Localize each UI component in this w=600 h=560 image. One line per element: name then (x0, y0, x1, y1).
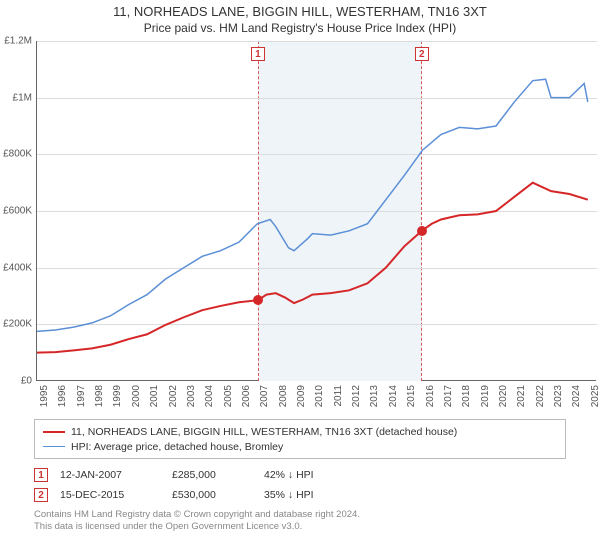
y-axis-label: £1.2M (0, 36, 32, 47)
x-axis-label: 1998 (94, 385, 105, 407)
x-axis-label: 2024 (571, 385, 582, 407)
chart-marker-box: 2 (415, 47, 429, 61)
chart-title: 11, NORHEADS LANE, BIGGIN HILL, WESTERHA… (0, 0, 600, 19)
x-axis-label: 2017 (443, 385, 454, 407)
event-date: 12-JAN-2007 (60, 469, 160, 481)
event-marker-box: 1 (34, 468, 48, 482)
y-axis-label: £200K (0, 319, 32, 330)
footer-attribution: Contains HM Land Registry data © Crown c… (34, 509, 566, 534)
x-axis-label: 2021 (516, 385, 527, 407)
x-axis-label: 2004 (204, 385, 215, 407)
chart-marker-box: 1 (251, 47, 265, 61)
x-axis-label: 1995 (39, 385, 50, 407)
x-axis-label: 2010 (314, 385, 325, 407)
y-axis-label: £600K (0, 206, 32, 217)
x-axis-label: 2015 (406, 385, 417, 407)
footer-line: Contains HM Land Registry data © Crown c… (34, 509, 566, 521)
x-axis-label: 2016 (425, 385, 436, 407)
x-axis-label: 2014 (388, 385, 399, 407)
x-axis-label: 2003 (186, 385, 197, 407)
data-point (253, 295, 263, 305)
y-axis-label: £400K (0, 262, 32, 273)
footer-line: This data is licensed under the Open Gov… (34, 521, 566, 533)
x-axis-label: 1999 (112, 385, 123, 407)
event-price: £530,000 (172, 489, 252, 501)
series-line (37, 183, 588, 353)
event-row: 2 15-DEC-2015 £530,000 35% ↓ HPI (34, 485, 566, 505)
x-axis-label: 2009 (296, 385, 307, 407)
x-axis-label: 1996 (57, 385, 68, 407)
y-axis-label: £0 (0, 376, 32, 387)
x-axis-label: 2012 (351, 385, 362, 407)
legend: 11, NORHEADS LANE, BIGGIN HILL, WESTERHA… (34, 419, 566, 459)
event-diff: 35% ↓ HPI (264, 489, 354, 501)
x-axis-label: 2020 (498, 385, 509, 407)
event-diff: 42% ↓ HPI (264, 469, 354, 481)
x-axis-label: 2006 (241, 385, 252, 407)
legend-label: HPI: Average price, detached house, Brom… (71, 441, 283, 453)
legend-item: 11, NORHEADS LANE, BIGGIN HILL, WESTERHA… (43, 424, 557, 439)
y-axis-label: £1M (0, 92, 32, 103)
legend-swatch (43, 446, 65, 447)
x-axis-label: 2007 (259, 385, 270, 407)
event-row: 1 12-JAN-2007 £285,000 42% ↓ HPI (34, 465, 566, 485)
x-axis-label: 2001 (149, 385, 160, 407)
x-axis-label: 2011 (333, 385, 344, 407)
event-price: £285,000 (172, 469, 252, 481)
chart-subtitle: Price paid vs. HM Land Registry's House … (0, 19, 600, 41)
event-date: 15-DEC-2015 (60, 489, 160, 501)
x-axis-label: 2008 (278, 385, 289, 407)
events-table: 1 12-JAN-2007 £285,000 42% ↓ HPI 2 15-DE… (34, 465, 566, 505)
x-axis-label: 2025 (590, 385, 600, 407)
legend-swatch (43, 431, 65, 433)
x-axis-label: 2022 (535, 385, 546, 407)
x-axis-label: 2018 (461, 385, 472, 407)
chart-lines-svg (37, 41, 597, 381)
event-marker-box: 2 (34, 488, 48, 502)
x-axis-label: 2013 (369, 385, 380, 407)
legend-item: HPI: Average price, detached house, Brom… (43, 439, 557, 454)
x-axis-label: 2005 (223, 385, 234, 407)
data-point (417, 226, 427, 236)
y-axis-label: £800K (0, 149, 32, 160)
x-axis-label: 2002 (168, 385, 179, 407)
x-axis-label: 1997 (76, 385, 87, 407)
x-axis-label: 2023 (553, 385, 564, 407)
chart-container: 11, NORHEADS LANE, BIGGIN HILL, WESTERHA… (0, 0, 600, 560)
legend-label: 11, NORHEADS LANE, BIGGIN HILL, WESTERHA… (71, 426, 457, 438)
x-axis-label: 2019 (480, 385, 491, 407)
chart-plot-wrap: 12 £0£200K£400K£600K£800K£1M£1.2M1995199… (36, 41, 596, 411)
x-axis-label: 2000 (131, 385, 142, 407)
plot-area: 12 (36, 41, 596, 381)
